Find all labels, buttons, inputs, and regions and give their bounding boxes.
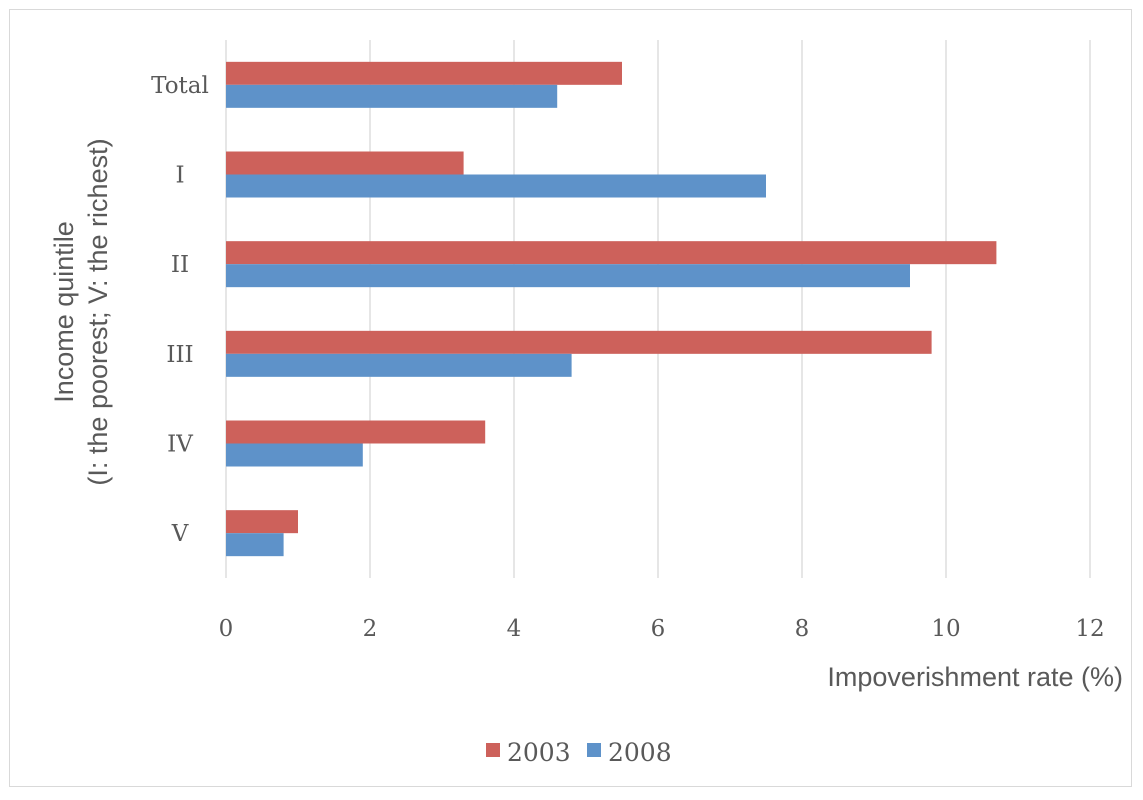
y-tick-label: V bbox=[171, 521, 189, 547]
y-axis-title-line-1: Income quintile bbox=[49, 221, 79, 403]
bar-2003-Total bbox=[226, 61, 622, 85]
gridlines bbox=[225, 40, 1091, 578]
bar-2003-V bbox=[226, 510, 298, 534]
x-tick-label: 12 bbox=[1075, 616, 1104, 642]
y-tick-label: Total bbox=[151, 73, 209, 99]
x-tick-label: 4 bbox=[507, 616, 522, 642]
x-tick-label: 2 bbox=[363, 616, 378, 642]
y-axis-title: Income quintile (I: the poorest; V: the … bbox=[49, 138, 113, 485]
bars bbox=[226, 61, 997, 557]
bar-2008-IV bbox=[226, 443, 363, 467]
bar-2003-I bbox=[226, 151, 464, 175]
legend: 2003 2008 bbox=[486, 738, 672, 767]
x-tick-label: 8 bbox=[795, 616, 810, 642]
y-axis-title-line-2: (I: the poorest; V: the richest) bbox=[83, 138, 113, 485]
bar-2008-II bbox=[226, 264, 910, 288]
x-tick-label: 6 bbox=[651, 616, 666, 642]
bar-2008-I bbox=[226, 174, 766, 198]
bar-2008-III bbox=[226, 353, 572, 377]
legend-swatch-2003 bbox=[486, 743, 500, 757]
y-tick-label: III bbox=[166, 342, 193, 368]
legend-label-2003: 2003 bbox=[507, 738, 571, 767]
y-tick-label: IV bbox=[167, 432, 193, 458]
legend-swatch-2008 bbox=[587, 743, 601, 757]
chart-frame bbox=[9, 9, 1132, 787]
x-tick-label: 0 bbox=[219, 616, 234, 642]
bar-2003-IV bbox=[226, 420, 486, 444]
bar-2008-Total bbox=[226, 84, 558, 108]
y-tick-label: II bbox=[171, 252, 189, 278]
bar-2008-V bbox=[226, 533, 284, 557]
x-tick-label: 10 bbox=[931, 616, 960, 642]
bar-2003-III bbox=[226, 330, 932, 354]
x-axis-title: Impoverishment rate (%) bbox=[827, 662, 1123, 692]
x-tick-labels: 0 2 4 6 8 10 12 bbox=[219, 616, 1105, 642]
y-tick-label: I bbox=[175, 163, 184, 189]
bar-2003-II bbox=[226, 241, 997, 265]
legend-label-2008: 2008 bbox=[608, 738, 672, 767]
